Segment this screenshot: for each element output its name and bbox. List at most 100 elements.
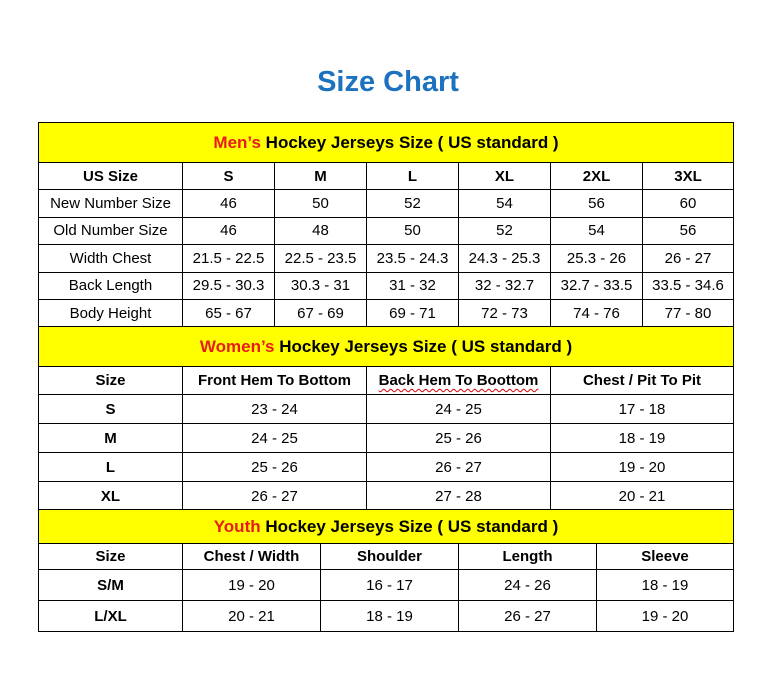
row-label: Back Length [38,271,183,300]
table-row: XL 26 - 27 27 - 28 20 - 21 [38,481,735,511]
column-header-label: Front Hem To Bottom [197,372,352,389]
table-cell: 22.5 - 23.5 [274,244,367,273]
table-cell: 19 - 20 [596,600,734,632]
table-cell: 52 [458,216,551,245]
youth-banner-accent: Youth [213,516,261,536]
column-header: S [182,162,275,190]
table-cell: 56 [550,189,643,218]
table-cell: 21.5 - 22.5 [182,244,275,273]
table-cell: 24.3 - 25.3 [458,244,551,273]
youth-banner-text: Hockey Jerseys Size ( US standard ) [260,516,559,536]
column-header-label: S [223,167,234,185]
table-cell: 54 [550,216,643,245]
row-label: S/M [38,569,183,601]
table-cell: 50 [274,189,367,218]
table-cell: 26 - 27 [458,600,597,632]
table-row: L 25 - 26 26 - 27 19 - 20 [38,452,735,482]
table-row: S 23 - 24 24 - 25 17 - 18 [38,394,735,424]
column-header: XL [458,162,551,190]
women-banner-accent: Women’s [199,336,275,356]
row-label: Old Number Size [38,216,183,245]
column-header: Sleeve [596,543,734,570]
table-row: Width Chest 21.5 - 22.5 22.5 - 23.5 23.5 - … [38,244,735,273]
men-banner: Men’s Hockey Jerseys Size ( US standard … [37,122,735,163]
men-size-section: Men’s Hockey Jerseys Size ( US standard … [37,122,735,328]
table-cell: 18 - 19 [596,569,734,601]
column-header-label: Sleeve [641,548,689,565]
women-size-table: Women’s Hockey Jerseys Size ( US standar… [37,326,735,511]
men-banner-text: Hockey Jerseys Size ( US standard ) [260,132,559,152]
column-header-label: US Size [82,167,139,185]
column-header-label: Size [95,548,126,565]
women-banner: Women’s Hockey Jerseys Size ( US standar… [37,326,735,367]
column-header-label: Chest / Pit To Pit [582,372,702,389]
column-header: Front Hem To Bottom [182,366,367,395]
table-cell: 29.5 - 30.3 [182,271,275,300]
table-cell: 17 - 18 [549,394,735,424]
column-header-label: XL [494,167,515,185]
table-cell: 23 - 24 [182,394,367,424]
youth-size-section: Youth Hockey Jerseys Size ( US standard … [38,509,734,632]
table-cell: 46 [182,189,275,218]
table-cell: 25 - 26 [182,452,367,482]
table-cell: 19 - 20 [182,569,321,601]
table-cell: 56 [641,216,735,245]
row-label: L [38,452,183,482]
column-header-label: Shoulder [356,548,422,565]
table-cell: 32 - 32.7 [458,271,551,300]
table-row: Body Height 65 - 67 67 - 69 69 - 71 72 - 73 7… [38,299,735,328]
table-cell: 24 - 26 [458,569,597,601]
table-cell: 48 [274,216,367,245]
table-cell: 31 - 32 [366,271,459,300]
table-cell: 50 [366,216,459,245]
row-label: XL [38,481,183,511]
column-header-label: 3XL [674,167,702,185]
table-cell: 33.5 - 34.6 [641,271,735,300]
table-cell: 25.3 - 26 [550,244,643,273]
table-cell: 20 - 21 [182,600,321,632]
youth-header-row: Size Chest / Width Shoulder Length Sleeve [38,543,734,570]
table-cell: 19 - 20 [549,452,735,482]
table-cell: 30.3 - 31 [274,271,367,300]
row-label: S [38,394,183,424]
table-cell: 26 - 27 [366,452,551,482]
table-cell: 24 - 25 [366,394,551,424]
row-label: Width Chest [38,244,183,273]
column-header: M [274,162,367,190]
column-header-label: 2XL [582,167,611,185]
men-size-table: Men’s Hockey Jerseys Size ( US standard … [37,122,735,328]
column-header-label: Length [502,548,553,565]
column-header: 3XL [641,162,735,190]
row-label: Body Height [38,299,183,328]
column-header-label: M [314,167,327,185]
table-cell: 16 - 17 [320,569,459,601]
table-cell: 18 - 19 [549,423,735,453]
men-banner-accent: Men’s [213,132,261,152]
row-label: New Number Size [38,189,183,218]
row-label: M [38,423,183,453]
women-header-row: Size Front Hem To Bottom Back Hem To Boott… [38,366,735,395]
youth-banner: Youth Hockey Jerseys Size ( US standard … [38,509,734,544]
table-row: M 24 - 25 25 - 26 18 - 19 [38,423,735,453]
column-header-label: Back Hem To Boottom [378,372,539,389]
column-header-label: Size [95,372,126,389]
table-cell: 24 - 25 [182,423,367,453]
women-banner-text: Hockey Jerseys Size ( US standard ) [274,336,573,356]
column-header: Back Hem To Boottom [366,366,551,395]
table-cell: 20 - 21 [549,481,735,511]
men-header-row: US Size S M L XL 2XL 3XL [38,162,735,190]
column-header-label: L [407,167,418,185]
table-cell: 74 - 76 [550,299,643,328]
table-cell: 25 - 26 [366,423,551,453]
table-cell: 77 - 80 [641,299,735,328]
column-header: Size [38,366,183,395]
table-cell: 65 - 67 [182,299,275,328]
column-header: Length [458,543,597,570]
table-cell: 52 [366,189,459,218]
table-cell: 60 [641,189,735,218]
column-header: Chest / Width [182,543,321,570]
table-cell: 54 [458,189,551,218]
column-header-label: Chest / Width [203,548,300,565]
table-cell: 18 - 19 [320,600,459,632]
table-row: S/M 19 - 20 16 - 17 24 - 26 18 - 19 [38,569,734,601]
